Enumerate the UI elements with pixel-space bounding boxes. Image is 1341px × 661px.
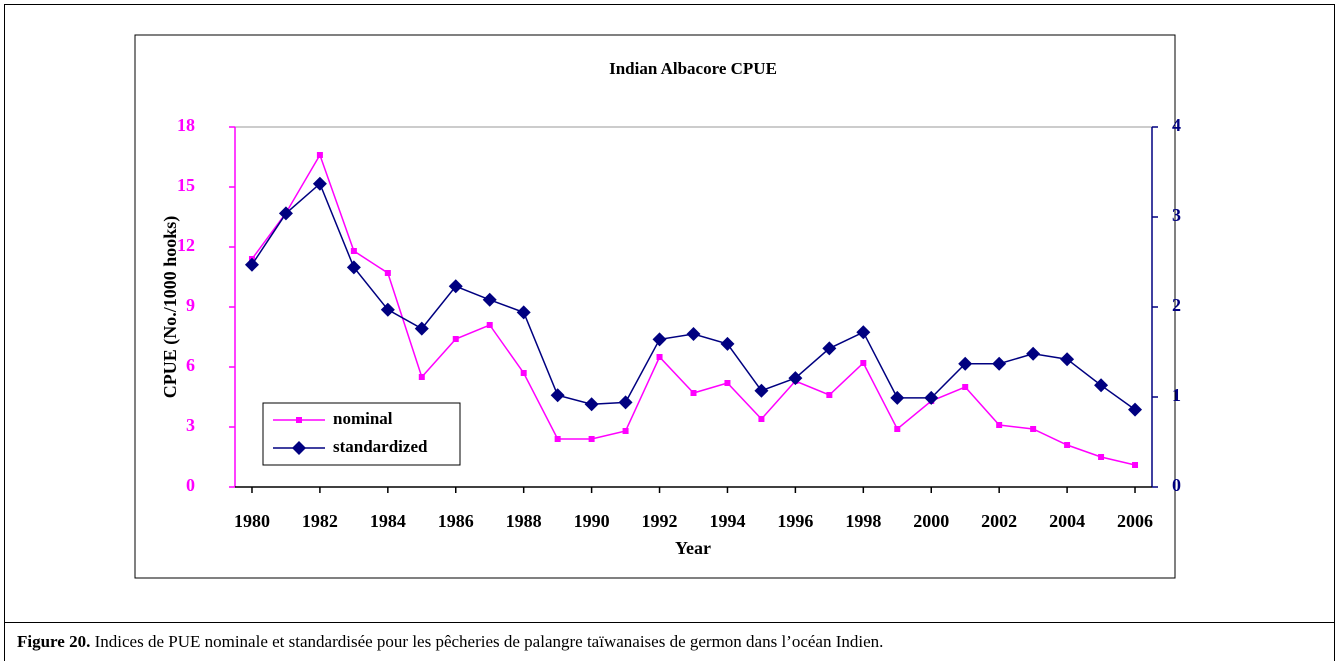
y-axis-label: CPUE (No./1000 hooks) xyxy=(160,216,181,399)
point xyxy=(724,380,731,386)
point xyxy=(482,292,497,307)
legend-label: standardized xyxy=(333,437,428,456)
x-axis-label: Year xyxy=(675,538,711,558)
point xyxy=(996,422,1003,428)
point xyxy=(720,336,735,351)
point xyxy=(1094,378,1109,393)
caption: Figure 20. Indices de PUE nominale et st… xyxy=(4,622,1335,661)
point xyxy=(992,356,1007,371)
point xyxy=(278,206,293,221)
legend-marker xyxy=(292,441,306,455)
x-tick-label: 2004 xyxy=(1049,511,1085,531)
point xyxy=(554,436,561,442)
y-tick-label: 0 xyxy=(186,475,195,495)
point xyxy=(652,332,667,347)
x-tick-label: 1980 xyxy=(234,511,270,531)
point xyxy=(622,428,629,434)
point xyxy=(856,325,871,340)
point xyxy=(1132,462,1139,468)
y2-tick-label: 3 xyxy=(1172,205,1181,225)
point xyxy=(384,270,391,276)
point xyxy=(346,260,361,275)
x-tick-label: 1992 xyxy=(642,511,678,531)
x-tick-label: 1986 xyxy=(438,511,474,531)
point xyxy=(894,426,901,432)
chart-title: Indian Albacore CPUE xyxy=(609,59,777,78)
caption-text: Indices de PUE nominale et standardisée … xyxy=(90,632,884,651)
point xyxy=(822,341,837,356)
x-tick-label: 1988 xyxy=(506,511,542,531)
point xyxy=(890,390,905,405)
point xyxy=(244,257,259,272)
point xyxy=(788,371,803,386)
figure-frame xyxy=(4,4,1335,659)
point xyxy=(860,360,867,366)
legend-marker xyxy=(296,417,302,423)
point xyxy=(486,322,493,328)
point xyxy=(690,390,697,396)
point xyxy=(520,370,527,376)
point xyxy=(686,327,701,341)
point xyxy=(516,305,531,320)
x-tick-label: 1984 xyxy=(370,511,406,531)
point xyxy=(1030,426,1037,432)
chart: Indian Albacore CPUE Year CPUE (No./1000… xyxy=(134,34,1181,579)
point xyxy=(588,436,595,442)
point xyxy=(1098,454,1105,460)
point xyxy=(414,321,429,336)
point xyxy=(316,152,323,158)
point xyxy=(1064,442,1071,448)
point xyxy=(924,390,939,405)
x-tick-label: 1996 xyxy=(777,511,813,531)
legend-label: nominal xyxy=(333,409,393,428)
point xyxy=(550,388,565,403)
point xyxy=(452,336,459,342)
point xyxy=(826,392,833,398)
point xyxy=(380,302,395,317)
legend-box xyxy=(262,402,461,466)
point xyxy=(656,354,663,360)
point xyxy=(448,279,463,294)
point xyxy=(1128,402,1143,417)
point xyxy=(350,248,357,254)
y-tick-label: 6 xyxy=(186,355,195,375)
y2-tick-label: 2 xyxy=(1172,295,1181,315)
x-tick-label: 1994 xyxy=(709,511,745,531)
point xyxy=(1026,346,1041,361)
y2-tick-label: 0 xyxy=(1172,475,1181,495)
x-tick-label: 1982 xyxy=(302,511,338,531)
y-tick-label: 12 xyxy=(177,235,195,255)
point xyxy=(758,416,765,422)
point xyxy=(962,384,969,390)
y-tick-label: 18 xyxy=(177,115,195,135)
chart-border xyxy=(134,34,1176,579)
x-tick-label: 2002 xyxy=(981,511,1017,531)
caption-label: Figure 20. xyxy=(17,632,91,651)
x-tick-label: 1998 xyxy=(845,511,881,531)
point xyxy=(958,356,973,371)
x-tick-label: 2000 xyxy=(913,511,949,531)
y-tick-label: 15 xyxy=(177,175,195,195)
y2-tick-label: 1 xyxy=(1172,385,1181,405)
y2-tick-label: 4 xyxy=(1172,115,1181,135)
y-tick-label: 9 xyxy=(186,295,195,315)
point xyxy=(584,397,599,412)
point xyxy=(618,395,633,410)
point xyxy=(1060,352,1075,367)
point xyxy=(418,374,425,380)
y-tick-label: 3 xyxy=(186,415,195,435)
point xyxy=(754,383,769,398)
series-line xyxy=(251,182,1136,411)
x-tick-label: 2006 xyxy=(1117,511,1153,531)
point xyxy=(312,176,327,191)
x-tick-label: 1990 xyxy=(574,511,610,531)
